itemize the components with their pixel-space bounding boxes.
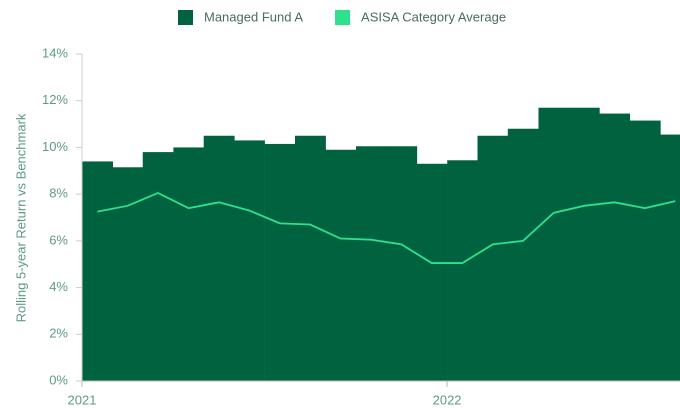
legend-swatch (335, 10, 351, 25)
y-tick-label: 8% (49, 186, 68, 201)
step-bar (538, 107, 570, 381)
step-bar (416, 163, 448, 381)
step-bar (294, 135, 326, 381)
step-bar (82, 161, 114, 381)
step-bar (112, 167, 144, 381)
step-bar (355, 146, 387, 381)
step-bar (629, 120, 661, 381)
x-tick-label: 2022 (433, 392, 462, 407)
step-bar (599, 113, 630, 381)
step-bar (203, 135, 235, 381)
step-bar (568, 107, 600, 381)
step-bar (660, 134, 680, 381)
y-tick-label: 12% (42, 92, 68, 107)
step-bar (447, 160, 479, 381)
y-tick-label: 10% (42, 139, 68, 154)
step-bar (507, 128, 539, 381)
y-tick-label: 6% (49, 232, 68, 247)
legend-swatch (178, 10, 193, 25)
legend-text: Managed Fund A (204, 9, 303, 24)
step-bar (234, 140, 265, 381)
step-bar (386, 146, 418, 381)
y-tick-label: 14% (42, 45, 68, 60)
line (97, 191, 676, 264)
y-tick-label: 4% (49, 279, 68, 294)
y-tick-label: 2% (49, 326, 68, 341)
x-tick-label: 2021 (68, 392, 97, 407)
step-bar (477, 135, 509, 381)
step-bar (325, 149, 357, 381)
step-bar (264, 143, 296, 381)
legend-text: ASISA Category Average (361, 9, 506, 24)
y-tick-label: 0% (49, 372, 68, 387)
step-bar (142, 152, 174, 381)
step-bar (173, 147, 205, 381)
y-axis-label: Rolling 5-year Return vs Benchmark (13, 113, 28, 322)
